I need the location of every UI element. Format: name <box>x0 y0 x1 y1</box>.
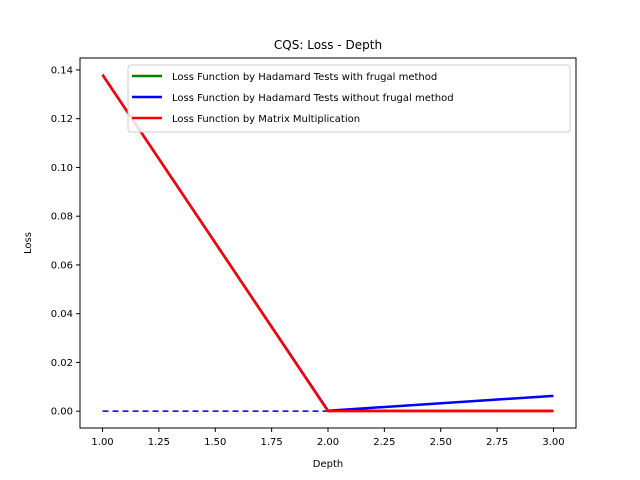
x-tick-label: 2.25 <box>373 437 395 448</box>
x-tick-label: 1.00 <box>91 437 113 448</box>
x-tick-label: 1.75 <box>261 437 283 448</box>
legend-entry-label: Loss Function by Matrix Multiplication <box>172 114 360 125</box>
legend-entry-label: Loss Function by Hadamard Tests without … <box>172 93 454 104</box>
x-tick-label: 2.75 <box>486 437 508 448</box>
series-line-3 <box>101 74 554 413</box>
x-axis-label: Depth <box>313 459 343 470</box>
chart-title: CQS: Loss - Depth <box>274 38 382 52</box>
legend: Loss Function by Hadamard Tests with fru… <box>127 64 571 133</box>
x-tick-label: 2.00 <box>317 437 339 448</box>
y-axis-label: Loss <box>23 232 34 254</box>
y-tick-label: 0.06 <box>51 260 73 271</box>
y-tick-label: 0.10 <box>51 163 73 174</box>
legend-box <box>127 64 571 133</box>
y-tick-label: 0.08 <box>51 212 73 223</box>
x-tick-label: 2.50 <box>430 437 452 448</box>
x-tick-label: 1.25 <box>148 437 170 448</box>
y-tick-label: 0.00 <box>51 407 73 418</box>
y-axis: 0.00 0.02 0.04 0.06 0.08 0.10 0.12 0.14 <box>51 65 80 418</box>
y-tick-label: 0.14 <box>51 65 73 76</box>
x-tick-label: 3.00 <box>542 437 564 448</box>
y-tick-label: 0.12 <box>51 114 73 125</box>
y-tick-label: 0.04 <box>51 309 73 320</box>
y-tick-label: 0.02 <box>51 358 73 369</box>
legend-entry-label: Loss Function by Hadamard Tests with fru… <box>172 72 437 83</box>
x-tick-label: 1.50 <box>204 437 226 448</box>
x-axis: 1.00 1.25 1.50 1.75 2.00 2.25 2.50 2.75 3.00 <box>91 428 565 448</box>
plot-area <box>101 74 554 413</box>
